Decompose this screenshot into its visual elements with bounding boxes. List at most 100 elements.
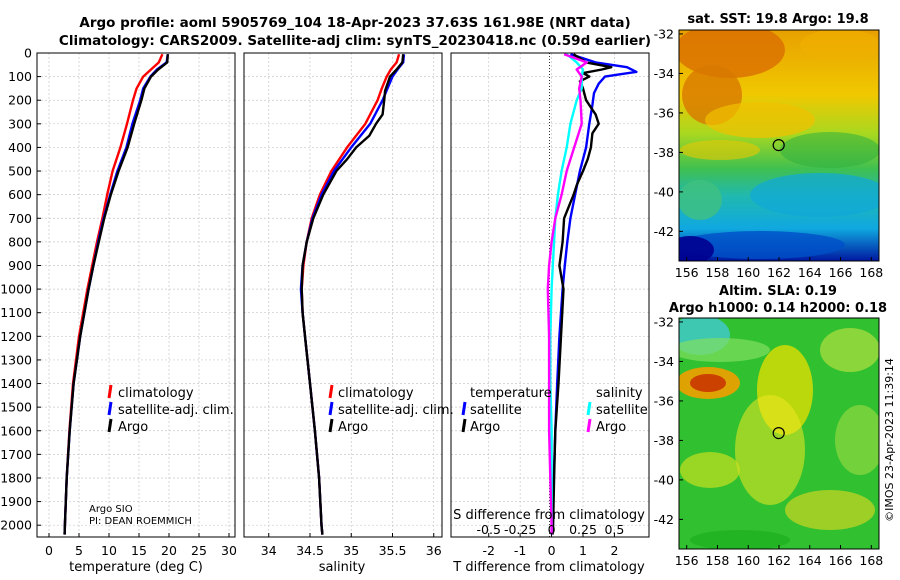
temperature-panel: 0100200300400500600700800900100011001200… [0,46,237,576]
temperature-axes-box [36,52,236,538]
sla-yellow-tongue [735,395,805,505]
sla-light-patch-2 [835,405,879,475]
x-tick-label: 5 [75,543,83,558]
x-tick-label: 0 [548,543,556,558]
sla-dark-band [690,530,790,549]
legend-argo-label: Argo [118,420,148,435]
x-tick-label: 10 [101,543,117,558]
map-y-tick-label: -38 [654,433,674,448]
sla-map-subtitle: Argo h1000: 0.14 h2000: 0.18 [669,301,887,316]
imos-timestamp: ©IMOS 23-Apr-2023 11:39:14 [883,358,896,522]
sla-map-axes: 156 158 160 162 164 166 168 -32 -34 -36 -38 -40 -42 [654,314,884,568]
x-tick-label: 36 [426,543,442,558]
legend-t-satellite-label: satellite [470,403,522,418]
difference-panel: -2 -1 0 1 2 S difference from climatology -0… [450,52,650,575]
s-tick-label: -0.25 [504,522,536,537]
sla-map-title: Altim. SLA: 0.19 [719,284,837,299]
map-y-tick-label: -34 [654,354,674,369]
x-tick-label: 2 [610,543,618,558]
s-tick-label: -0.5 [477,522,501,537]
difference-legend: temperature satellite Argo salinity sate… [461,386,648,435]
legend-s-argo-label: Argo [596,420,626,435]
t-difference-x-label: T difference from climatology [452,560,645,575]
sst-cool-band [750,173,879,217]
sla-light-patch [820,328,879,372]
map-y-tick-label: -32 [654,26,674,41]
s-tick-label: 0.25 [569,522,597,537]
map-x-tick-label: 166 [829,265,853,280]
legend-s-satellite-label: satellite [596,403,648,418]
legend-satellite-label: satellite-adj. clim. [338,403,454,418]
series-line-climatology [300,53,401,535]
x-tick-label: -1 [514,543,526,558]
map-x-tick-label: 162 [767,265,791,280]
sla-high-core [690,374,726,392]
y-tick-label: 1600 [0,423,32,438]
y-tick-label: 1700 [0,447,32,462]
temperature-x-label: temperature (deg C) [69,560,203,575]
legend-s-argo-swatch [586,418,592,433]
map-x-tick-label: 168 [859,265,883,280]
legend-s-satellite-swatch [586,401,592,416]
sst-green-eddy [679,180,722,220]
series-line-s-argo [546,53,588,535]
header-title-line2: Climatology: CARS2009. Satellite-adj cli… [59,33,651,49]
series-line-argo [300,54,405,535]
sst-cold-band [679,231,845,259]
credit-pi: PI: DEAN ROEMMICH [89,516,192,527]
salinity-profiles [299,53,406,535]
temperature-profiles [63,53,169,535]
map-x-tick-label: 162 [767,553,791,568]
map-x-tick-label: 160 [736,265,760,280]
sla-ridge [679,338,770,362]
sst-map: sat. SST: 19.8 Argo: 19.8 156 158 160 162 16… [654,12,884,280]
credit-owner: Argo SIO [89,504,133,515]
map-x-tick-label: 156 [675,265,699,280]
series-line-t-argo [551,53,613,535]
x-tick-label: 0 [45,543,53,558]
legend-t-argo-swatch [461,418,467,433]
y-tick-label: 1800 [0,470,32,485]
salinity-grid [244,52,442,537]
legend-satellite-swatch [107,401,113,416]
sla-map: Altim. SLA: 0.19 Argo h1000: 0.14 h2000:… [654,284,888,568]
sst-map-title: sat. SST: 19.8 Argo: 19.8 [687,12,868,27]
x-tick-label: 15 [131,543,147,558]
map-y-tick-label: -40 [654,472,674,487]
s-difference-tick-labels: -0.5 -0.25 0 0.25 0.5 [477,522,625,537]
sst-yellow-band [680,140,760,160]
sla-south-patch [785,490,875,530]
y-tick-label: 400 [8,140,32,155]
map-y-tick-label: -36 [654,393,674,408]
y-tick-label: 900 [8,258,32,273]
y-tick-label: 500 [8,164,32,179]
temperature-x-axis: 0 5 10 15 20 25 30 [45,533,237,558]
legend-satellite-label: satellite-adj. clim. [118,403,234,418]
y-tick-label: 2000 [0,518,32,533]
y-tick-label: 1900 [0,494,32,509]
header-title-line1: Argo profile: aoml 5905769_104 18-Apr-20… [79,15,630,31]
salinity-axes-box [243,52,443,538]
x-tick-label: 25 [191,543,207,558]
map-y-tick-label: -42 [654,224,674,239]
map-x-tick-label: 160 [736,553,760,568]
y-tick-label: 700 [8,211,32,226]
map-y-tick-label: -40 [654,184,674,199]
salinity-legend: climatology satellite-adj. clim. Argo [328,384,454,435]
legend-t-satellite-swatch [461,401,467,416]
depth-axis: 0 100 200 300 400 500 600 700 800 900 1000 1100 1200… [0,46,41,533]
x-tick-label: 35.5 [379,543,407,558]
legend-temperature-header: temperature [470,386,552,401]
difference-profiles [546,53,638,535]
map-x-tick-label: 168 [859,553,883,568]
y-tick-label: 200 [8,93,32,108]
x-tick-label: 34.5 [296,543,324,558]
temperature-legend: climatology satellite-adj. clim. Argo [107,384,234,435]
sst-warm-band [705,102,815,138]
sst-warm-patch [800,30,879,61]
salinity-x-axis: 34 34.5 35 35.5 36 [261,533,442,558]
sst-map-axes: 156 158 160 162 164 166 168 -32 -34 -36 -38 -40 -42 [654,26,884,280]
legend-climatology-label: climatology [338,386,414,401]
series-line-satellite-adj-clim- [299,54,406,535]
